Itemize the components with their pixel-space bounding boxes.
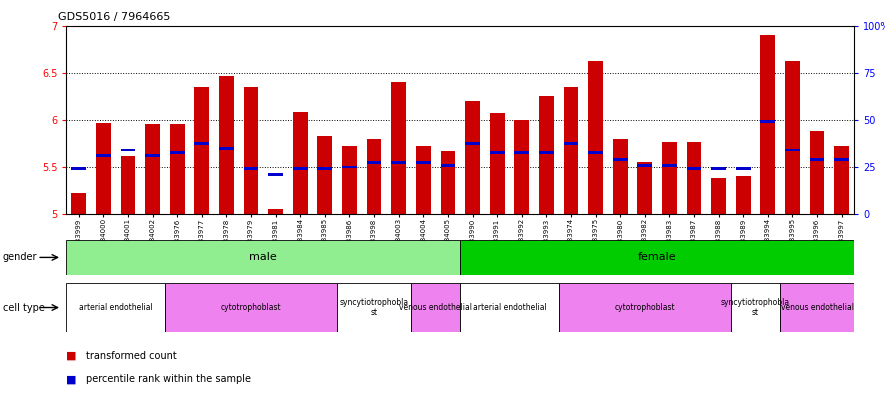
Text: percentile rank within the sample: percentile rank within the sample	[86, 374, 250, 384]
Bar	[637, 164, 652, 167]
Bar	[243, 167, 258, 170]
Bar	[712, 178, 726, 214]
Text: female: female	[638, 252, 676, 263]
Bar	[662, 164, 677, 167]
Bar	[293, 112, 308, 214]
Bar	[219, 147, 234, 150]
Bar	[637, 162, 652, 214]
Text: venous endothelial: venous endothelial	[781, 303, 854, 312]
Bar	[489, 113, 504, 214]
Bar	[66, 283, 165, 332]
Bar	[195, 142, 209, 145]
Bar	[612, 158, 627, 161]
Bar	[612, 139, 627, 214]
Bar	[72, 167, 86, 170]
Bar	[712, 167, 726, 170]
Bar	[268, 173, 283, 176]
Bar	[564, 87, 579, 214]
Bar	[539, 96, 554, 214]
Bar	[318, 167, 332, 170]
Bar	[72, 193, 86, 214]
Bar	[342, 146, 357, 214]
Bar	[416, 161, 431, 164]
Bar	[66, 240, 460, 275]
Bar	[736, 176, 750, 214]
Bar	[466, 142, 480, 145]
Bar	[293, 167, 308, 170]
Bar	[835, 158, 849, 161]
Bar	[170, 151, 184, 154]
Text: transformed count: transformed count	[86, 351, 177, 361]
Bar	[195, 87, 209, 214]
Text: cytotrophoblast: cytotrophoblast	[614, 303, 675, 312]
Text: venous endothelial: venous endothelial	[399, 303, 472, 312]
Text: syncytiotrophobla
st: syncytiotrophobla st	[721, 298, 790, 317]
Bar	[441, 164, 455, 167]
Bar	[558, 283, 731, 332]
Bar	[539, 151, 554, 154]
Text: ■: ■	[66, 374, 77, 384]
Bar	[268, 209, 283, 214]
Bar	[835, 146, 849, 214]
Bar	[165, 283, 337, 332]
Bar	[785, 149, 800, 151]
Bar	[460, 240, 854, 275]
Text: cell type: cell type	[3, 303, 44, 312]
Bar	[564, 142, 579, 145]
Bar	[411, 283, 460, 332]
Bar	[318, 136, 332, 214]
Text: arterial endothelial: arterial endothelial	[473, 303, 546, 312]
Bar	[243, 87, 258, 214]
Bar	[736, 167, 750, 170]
Text: arterial endothelial: arterial endothelial	[79, 303, 152, 312]
Text: male: male	[250, 252, 277, 263]
Bar	[391, 82, 406, 214]
Bar	[514, 120, 529, 214]
Bar	[687, 167, 702, 170]
Bar	[781, 283, 854, 332]
Bar	[120, 149, 135, 151]
Bar	[687, 141, 702, 214]
Text: ■: ■	[66, 351, 77, 361]
Bar	[662, 141, 677, 214]
Text: cytotrophoblast: cytotrophoblast	[220, 303, 281, 312]
Bar	[145, 154, 160, 157]
Bar	[810, 131, 825, 214]
Bar	[145, 124, 160, 214]
Bar	[489, 151, 504, 154]
Bar	[219, 75, 234, 214]
Bar	[589, 151, 603, 154]
Bar	[416, 146, 431, 214]
Bar	[96, 154, 111, 157]
Bar	[466, 101, 480, 214]
Bar	[120, 156, 135, 214]
Bar	[342, 165, 357, 169]
Bar	[366, 139, 381, 214]
Bar	[810, 158, 825, 161]
Bar	[96, 123, 111, 214]
Bar	[441, 151, 455, 214]
Text: syncytiotrophobla
st: syncytiotrophobla st	[340, 298, 409, 317]
Bar	[760, 120, 775, 123]
Bar	[337, 283, 411, 332]
Bar	[391, 161, 406, 164]
Text: gender: gender	[3, 252, 37, 263]
Bar	[785, 61, 800, 214]
Bar	[514, 151, 529, 154]
Bar	[731, 283, 781, 332]
Bar	[460, 283, 558, 332]
Bar	[170, 124, 184, 214]
Bar	[760, 35, 775, 214]
Bar	[366, 161, 381, 164]
Bar	[589, 61, 603, 214]
Text: GDS5016 / 7964665: GDS5016 / 7964665	[58, 12, 170, 22]
